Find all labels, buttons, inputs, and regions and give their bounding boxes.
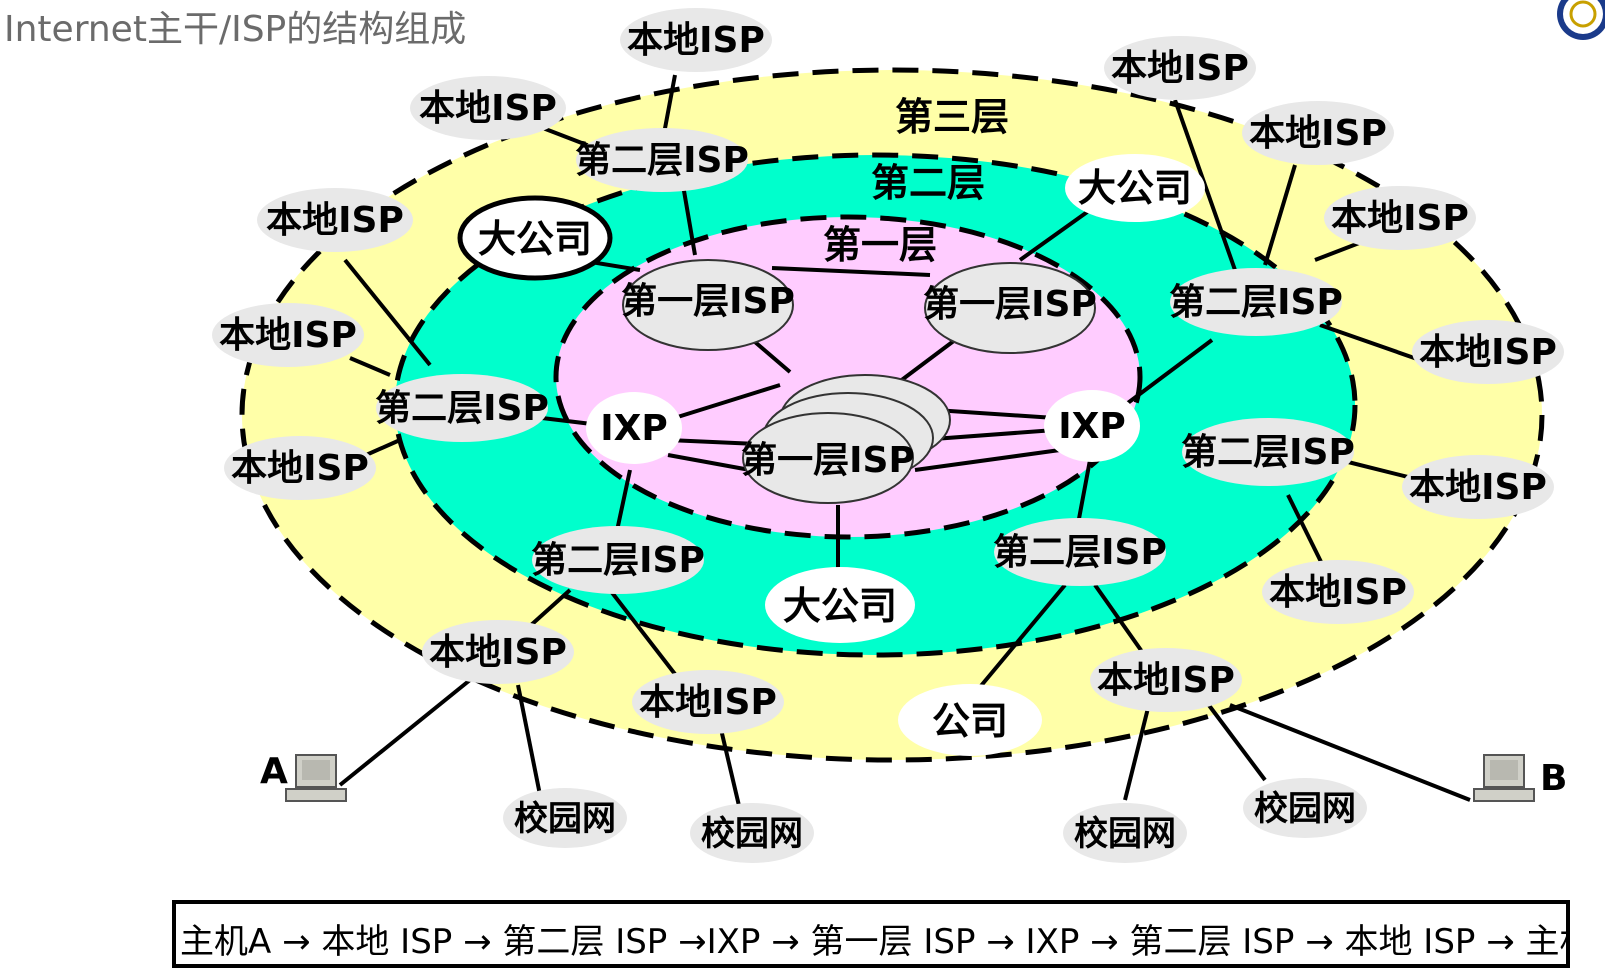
- campus-label: 校园网: [1074, 814, 1176, 854]
- local-isp-label: 本地ISP: [639, 682, 777, 723]
- big-company-label: 大公司: [783, 584, 897, 628]
- local-isp-left-1: 本地ISP: [257, 188, 413, 252]
- tier2-isp-left: 第二层ISP: [375, 374, 549, 442]
- page-title: Internet主干/ISP的结构组成: [4, 9, 467, 50]
- tier1-isp-center-stack: 第一层ISP: [741, 374, 951, 504]
- tier1-isp-label: 第一层ISP: [923, 284, 1097, 325]
- local-isp-right-2: 本地ISP: [1324, 186, 1476, 250]
- local-isp-label: 本地ISP: [1097, 660, 1235, 701]
- tier2-isp-label: 第二层ISP: [993, 532, 1167, 573]
- local-isp-label: 本地ISP: [1249, 113, 1387, 154]
- local-isp-left-3: 本地ISP: [224, 436, 376, 500]
- local-isp-bottom-right: 本地ISP: [1090, 648, 1242, 712]
- campus-network-4: 校园网: [1243, 778, 1367, 838]
- tier3-label: 第三层: [895, 95, 1009, 139]
- tier2-isp-label: 第二层ISP: [1181, 432, 1355, 473]
- host-a-label: A: [260, 751, 288, 792]
- tier2-isp-bottom-right: 第二层ISP: [993, 518, 1167, 586]
- big-company-bottom: 大公司: [765, 567, 915, 643]
- university-logo: [1557, 0, 1605, 40]
- tier1-isp-label: 第一层ISP: [741, 440, 915, 481]
- local-isp-left-2: 本地ISP: [212, 303, 364, 367]
- host-b-label: B: [1540, 758, 1567, 799]
- tier2-isp-label: 第二层ISP: [375, 388, 549, 429]
- local-isp-label: 本地ISP: [1111, 48, 1249, 89]
- campus-network-3: 校园网: [1063, 803, 1187, 863]
- tier1-isp-left: 第一层ISP: [621, 259, 795, 351]
- tier2-isp-bottom-left: 第二层ISP: [531, 526, 705, 594]
- local-isp-top: 本地ISP: [620, 8, 772, 72]
- tier2-isp-label: 第二层ISP: [575, 140, 749, 181]
- path-caption-box: 主机A → 本地 ISP → 第二层 ISP →IXP → 第一层 ISP → …: [172, 900, 1570, 968]
- host-a-computer-icon: [285, 754, 347, 802]
- tier2-label: 第二层: [871, 161, 985, 205]
- local-isp-label: 本地ISP: [1409, 467, 1547, 508]
- big-company-label: 大公司: [478, 217, 592, 261]
- ixp-label: IXP: [1058, 406, 1126, 447]
- campus-network-2: 校园网: [690, 803, 814, 863]
- tier1-label: 第一层: [823, 223, 937, 267]
- big-company-label: 大公司: [1078, 166, 1192, 210]
- local-isp-label: 本地ISP: [231, 448, 369, 489]
- local-isp-label: 本地ISP: [1419, 332, 1557, 373]
- tier2-isp-label: 第二层ISP: [531, 540, 705, 581]
- local-isp-label: 本地ISP: [219, 315, 357, 356]
- big-company-right: 大公司: [1065, 154, 1205, 222]
- campus-label: 校园网: [514, 799, 616, 839]
- tier1-isp-label: 第一层ISP: [621, 281, 795, 322]
- tier2-isp-right-lower: 第二层ISP: [1181, 418, 1355, 486]
- tier2-isp-top: 第二层ISP: [575, 128, 749, 192]
- local-isp-label: 本地ISP: [1269, 572, 1407, 613]
- links: [338, 74, 1471, 811]
- tier2-isp-label: 第二层ISP: [1169, 282, 1343, 323]
- local-isp-label: 本地ISP: [627, 20, 765, 61]
- local-isp-label: 本地ISP: [266, 200, 404, 241]
- local-isp-bottom-left: 本地ISP: [632, 670, 784, 734]
- ixp-right: IXP: [1044, 390, 1140, 462]
- local-isp-lower-left: 本地ISP: [422, 620, 574, 684]
- campus-label: 校园网: [701, 814, 803, 854]
- company-bottom: 公司: [898, 684, 1042, 756]
- local-isp-right-4: 本地ISP: [1402, 455, 1554, 519]
- campus-network-1: 校园网: [503, 788, 627, 848]
- ixp-left: IXP: [586, 392, 682, 464]
- local-isp-upper-left: 本地ISP: [410, 76, 566, 140]
- local-isp-label: 本地ISP: [419, 88, 557, 129]
- tier2-isp-right: 第二层ISP: [1169, 268, 1343, 336]
- host-b-computer-icon: [1473, 754, 1535, 802]
- tier1-isp-right: 第一层ISP: [923, 262, 1097, 354]
- big-company-outlined: 大公司: [457, 195, 613, 281]
- path-caption: 主机A → 本地 ISP → 第二层 ISP →IXP → 第一层 ISP → …: [180, 922, 1570, 962]
- local-isp-label: 本地ISP: [429, 632, 567, 673]
- local-isp-right-1: 本地ISP: [1242, 101, 1394, 165]
- campus-label: 校园网: [1254, 789, 1356, 829]
- local-isp-label: 本地ISP: [1331, 198, 1469, 239]
- local-isp-upper-right: 本地ISP: [1104, 36, 1256, 100]
- local-isp-lower-right: 本地ISP: [1262, 560, 1414, 624]
- company-label: 公司: [932, 699, 1008, 743]
- ixp-label: IXP: [600, 408, 668, 449]
- local-isp-right-3: 本地ISP: [1412, 320, 1564, 384]
